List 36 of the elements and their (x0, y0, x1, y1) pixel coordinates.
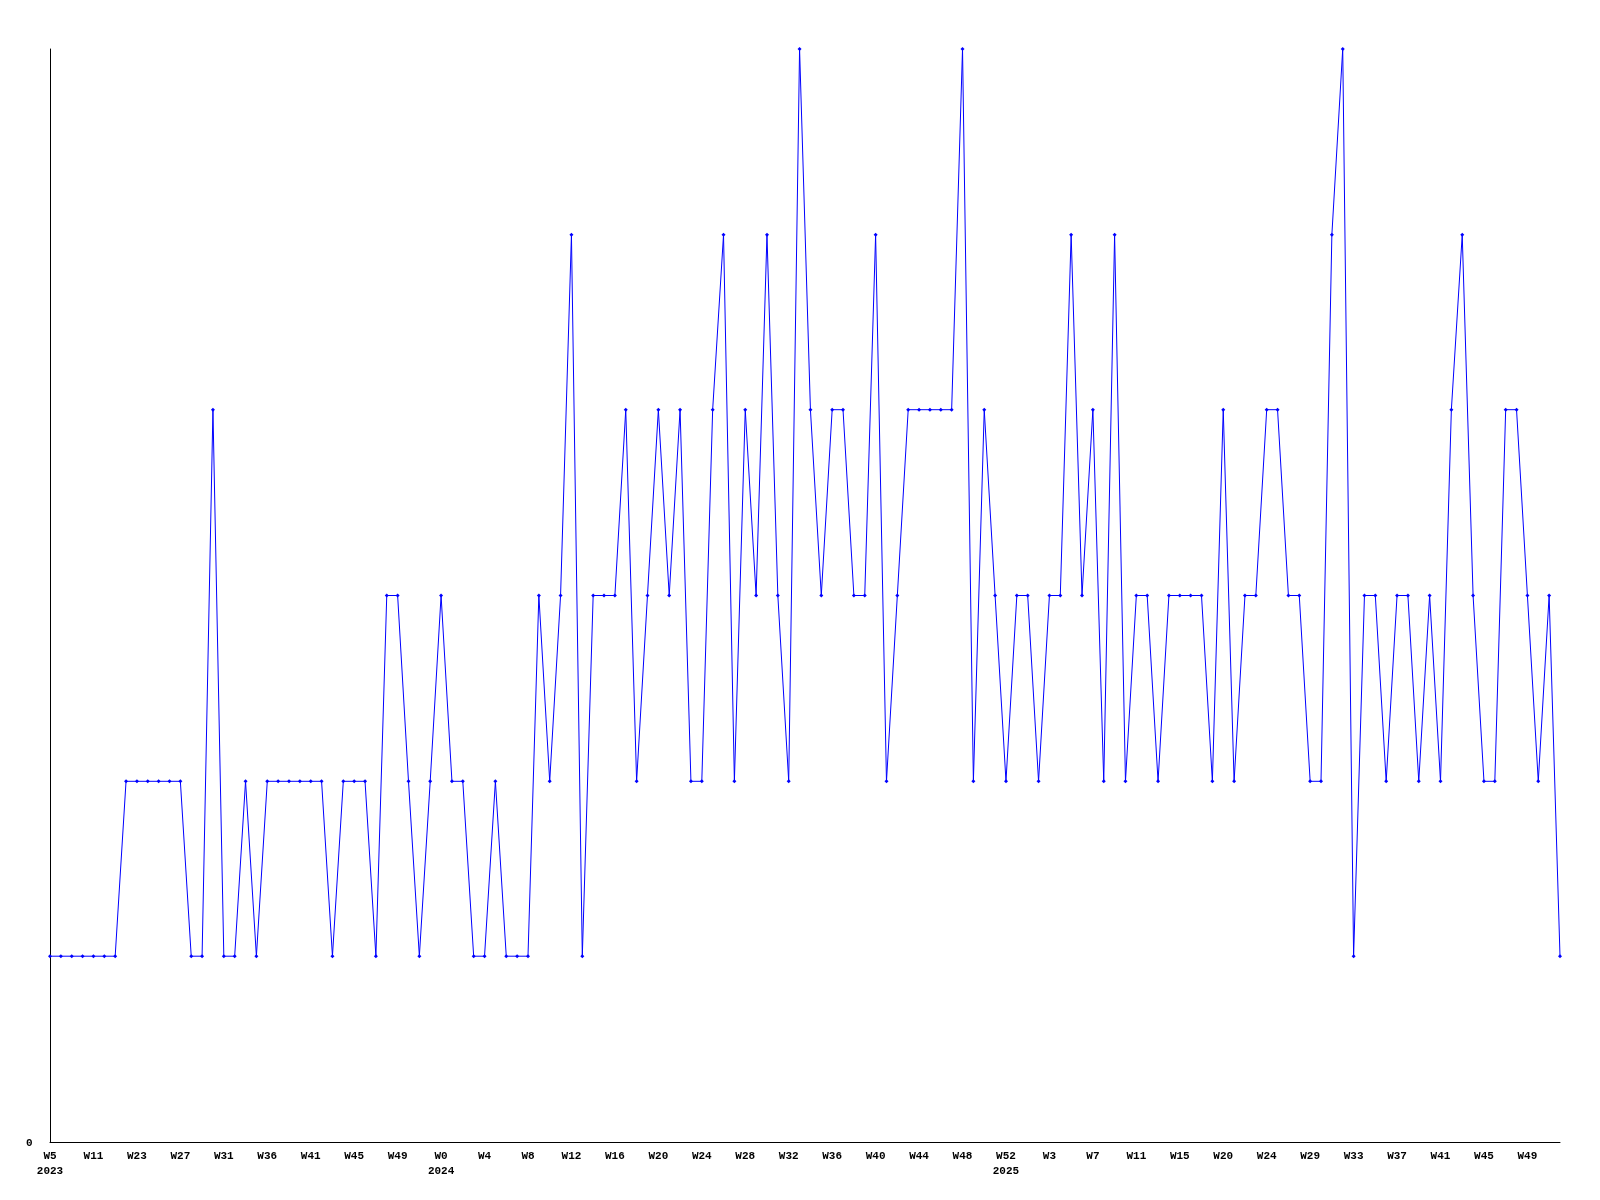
x-tick-label: W16 (604, 1149, 625, 1162)
x-tick-label: W12 (561, 1149, 582, 1162)
x-tick-label: W27 (170, 1149, 191, 1162)
x-tick-label: W33 (1343, 1149, 1364, 1162)
x-tick-label: W24 (691, 1149, 713, 1162)
x-tick-label: W11 (1126, 1149, 1147, 1162)
x-tick-label: W52 2025 (992, 1149, 1020, 1177)
x-tick-label: W23 (127, 1149, 148, 1162)
x-tick-label: W20 (1213, 1149, 1234, 1162)
x-tick-label: W24 (1256, 1149, 1277, 1162)
x-tick-label: W11 (83, 1149, 104, 1162)
x-tick-label: W7 (1086, 1149, 1100, 1162)
x-tick-label: W41 (1430, 1149, 1451, 1162)
x-tick-label: W0 2024 (427, 1149, 455, 1177)
x-tick-label: W20 (648, 1149, 669, 1162)
x-tick-label: W41 (300, 1149, 322, 1162)
x-tick-label: W45 (344, 1149, 365, 1162)
x-tick-label: W15 (1169, 1149, 1191, 1162)
x-tick-label: W29 (1300, 1149, 1321, 1162)
x-tick-label: W49 (387, 1149, 408, 1162)
x-tick-label: W44 (909, 1149, 930, 1162)
x-tick-label: W32 (778, 1149, 799, 1162)
x-tick-label: W5 2023 (36, 1149, 64, 1177)
x-tick-label: W45 (1474, 1149, 1495, 1162)
x-tick-label: W8 (521, 1149, 535, 1162)
x-tick-label: W28 (735, 1149, 756, 1162)
x-tick-label: W31 (213, 1149, 235, 1162)
x-tick-label: W49 (1517, 1149, 1538, 1162)
x-tick-label: W48 (952, 1149, 973, 1162)
x-tick-label: W4 (477, 1149, 492, 1162)
x-tick-label: W3 (1042, 1149, 1057, 1162)
text: 0 (26, 1136, 33, 1149)
x-tick-label: W40 (865, 1149, 886, 1162)
x-tick-label: W36 (822, 1149, 843, 1162)
x-tick-label: W37 (1387, 1149, 1407, 1162)
x-tick-label: W36 (257, 1149, 278, 1162)
